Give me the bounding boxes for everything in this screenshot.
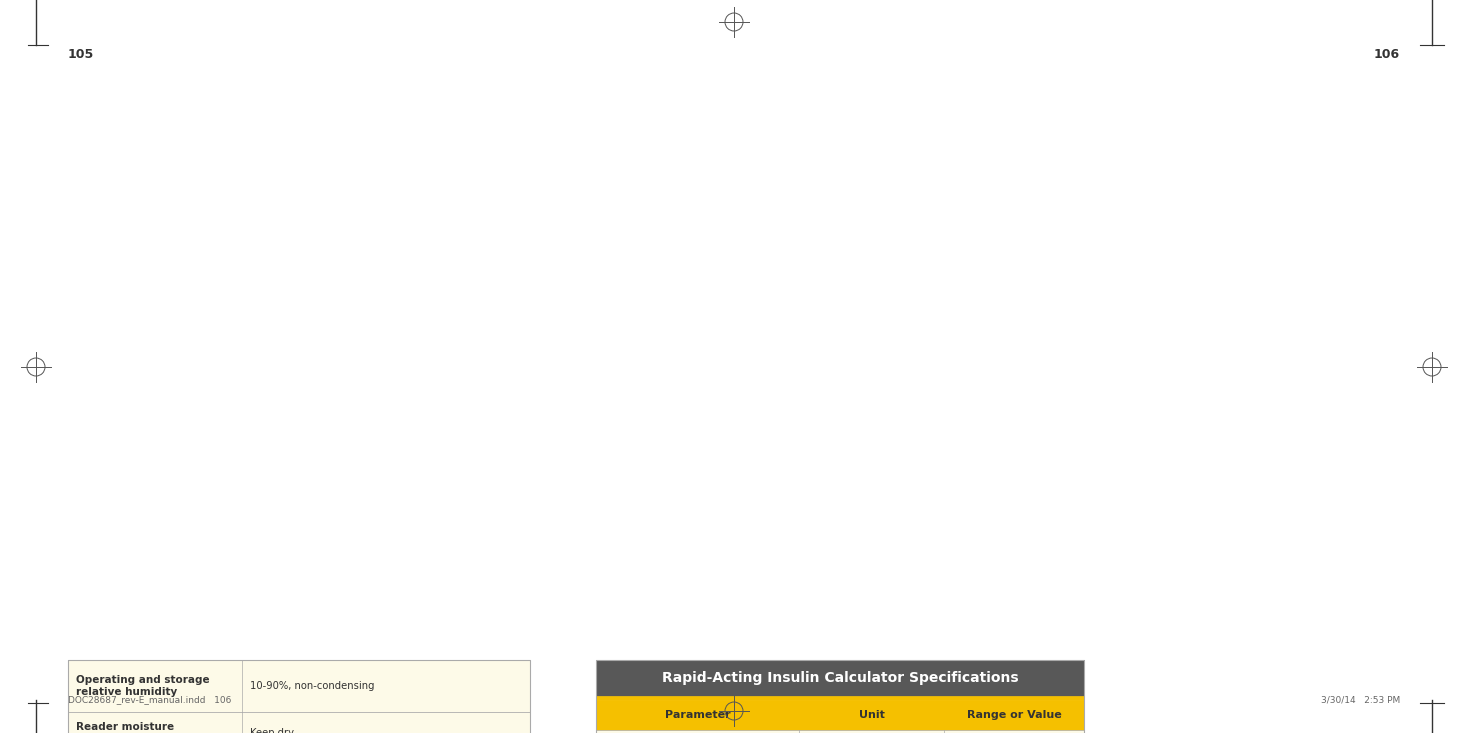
Text: 106: 106	[1374, 48, 1400, 62]
Text: 3/30/14   2:53 PM: 3/30/14 2:53 PM	[1321, 696, 1400, 704]
Text: Operating and storage
relative humidity: Operating and storage relative humidity	[76, 675, 210, 697]
Text: Rapid-Acting Insulin Calculator Specifications: Rapid-Acting Insulin Calculator Specific…	[662, 671, 1019, 685]
Bar	[68, 712, 530, 733]
Bar	[596, 696, 1083, 700]
Bar	[68, 660, 530, 733]
Bar	[596, 700, 1083, 730]
Text: Range or Value: Range or Value	[966, 710, 1061, 720]
Bar	[596, 730, 1083, 733]
Text: DOC28687_rev-E_manual.indd   106: DOC28687_rev-E_manual.indd 106	[68, 696, 232, 704]
Text: Unit: Unit	[859, 710, 884, 720]
Text: Keep dry: Keep dry	[250, 728, 294, 733]
Text: 10-90%, non-condensing: 10-90%, non-condensing	[250, 681, 374, 691]
Bar	[68, 660, 530, 712]
Bar	[596, 660, 1083, 696]
Bar	[596, 660, 1083, 733]
Text: Parameter: Parameter	[665, 710, 730, 720]
Text: Reader moisture
protection: Reader moisture protection	[76, 722, 175, 733]
Text: 105: 105	[68, 48, 94, 62]
